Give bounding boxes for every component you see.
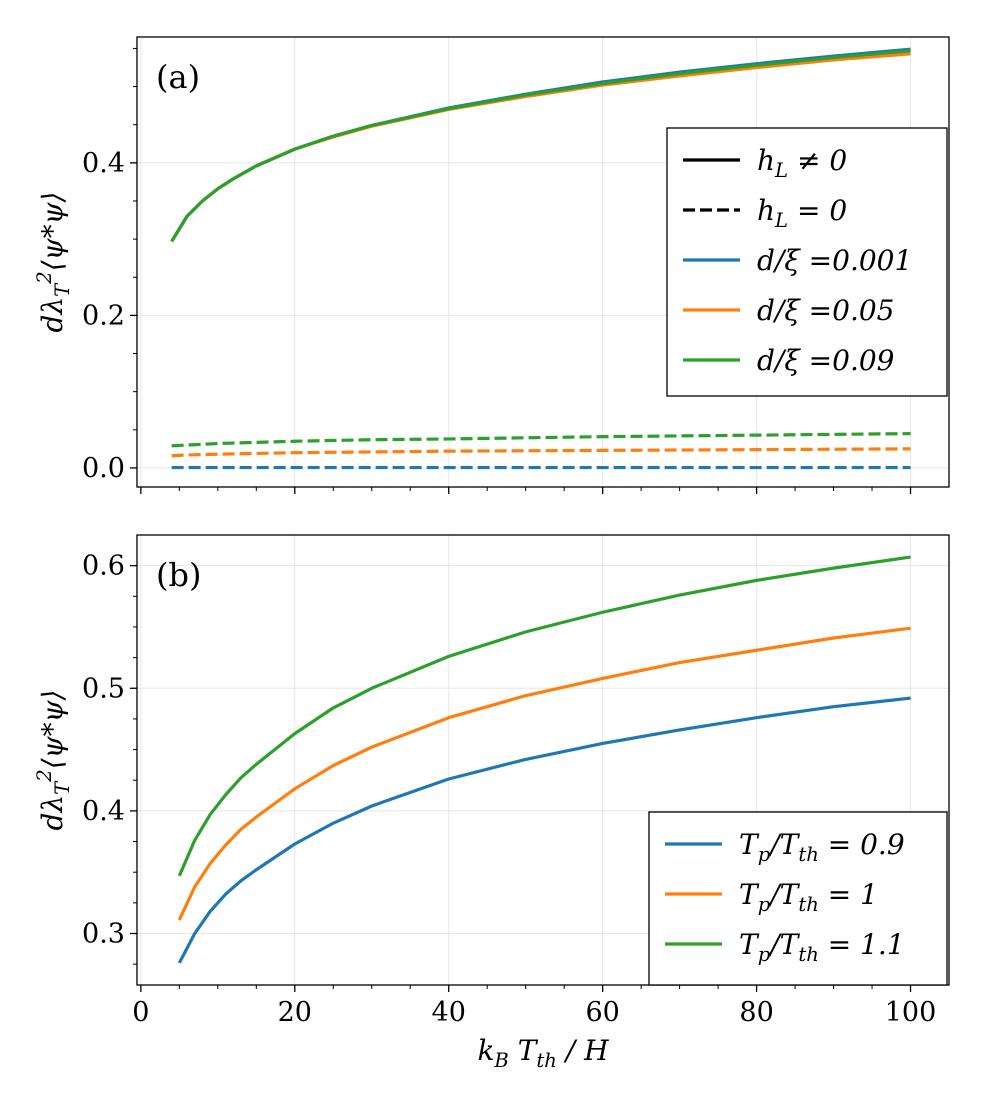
panel-a-legend-box <box>666 127 948 397</box>
panel-b-series-line-2 <box>177 555 911 877</box>
panel-a-ytick-label-0: 0.0 <box>82 453 125 484</box>
panel-a-frame <box>136 36 950 488</box>
panel-a-series-line-4 <box>171 447 911 458</box>
panel-a-series-line-2 <box>170 49 911 243</box>
panel-a-legend-label-1: hL​ = 0 <box>757 194 847 232</box>
panel-b-series-line-1 <box>177 626 911 921</box>
panel-b-ytick-label-0: 0.3 <box>82 919 125 950</box>
panel-b-xtick-label-5: 100 <box>885 997 937 1028</box>
panel-b-legend-label-1: Tp​/Tth​ = 1 <box>739 878 878 916</box>
panel-b-frame <box>136 534 950 986</box>
panel-b-legend-label-2: Tp​/Tth​ = 1.1 <box>739 928 905 966</box>
panel-a-legend-label-0: hL​ ≠ 0 <box>757 144 847 182</box>
panel-b-legend-label-0: Tp​/Tth​ = 0.9 <box>739 828 905 866</box>
panel-b-ytick-label-1: 0.4 <box>82 796 125 827</box>
panel-b-legend: Tp​/Tth​ = 0.9 Tp​/Tth​ = 1 Tp​/Tth​ = 1.1 <box>648 811 948 986</box>
panel-b-ytick-label-3: 0.6 <box>82 551 125 582</box>
panel-b-xtick-label-3: 60 <box>585 997 619 1028</box>
panel-b-series-line-0 <box>177 696 911 964</box>
panel-b-legend-box <box>648 811 948 986</box>
panel-a-label: (a) <box>156 58 200 96</box>
panel-b-series <box>177 555 911 964</box>
panel-b-ylabel: dλT​2​⟨ψ*ψ⟩ <box>33 690 74 831</box>
panel-a-ytick-label-1: 0.2 <box>82 300 125 331</box>
panel-b-axes: 0 20 40 60 80 100 0.3 0.4 0.5 0.6 <box>82 534 950 1028</box>
panel-a-legend-label-2: d/ξ =0.001 <box>757 244 912 277</box>
panel-a-ylabel: dλT​2​⟨ψ*ψ⟩ <box>33 192 74 333</box>
panel-b-xtick-label-4: 80 <box>739 997 773 1028</box>
panel-b-xtick-label-0: 0 <box>132 997 149 1028</box>
panel-a-legend: hL​ ≠ 0 hL​ = 0 d/ξ =0.001 d/ξ =0.05 d/ξ =0.… <box>666 127 948 397</box>
panel-a-legend-label-4: d/ξ =0.09 <box>757 344 894 377</box>
panel-a-series-line-5 <box>171 432 911 448</box>
panel-a: 0.0 0.2 0.4 (a) dλT​2​⟨ψ*ψ⟩ hL​ ≠ 0 hL​ = 0… <box>33 36 950 494</box>
panel-a-axes: 0.0 0.2 0.4 <box>82 36 950 494</box>
panel-b-xtick-label-1: 20 <box>278 997 312 1028</box>
panel-a-ytick-label-2: 0.4 <box>82 148 125 179</box>
panel-b: 0 20 40 60 80 100 0.3 0.4 0.5 0.6 (b) dλT​2​⟨ψ*ψ⟩… <box>33 534 950 1072</box>
panel-b-xlabel: kB​ Tth​ / H <box>477 1034 609 1072</box>
panel-a-series <box>170 47 911 470</box>
panel-b-ytick-label-2: 0.5 <box>82 673 125 704</box>
panel-b-label: (b) <box>156 556 201 594</box>
panel-b-xtick-label-2: 40 <box>432 997 466 1028</box>
panel-a-legend-label-3: d/ξ =0.05 <box>757 294 894 327</box>
